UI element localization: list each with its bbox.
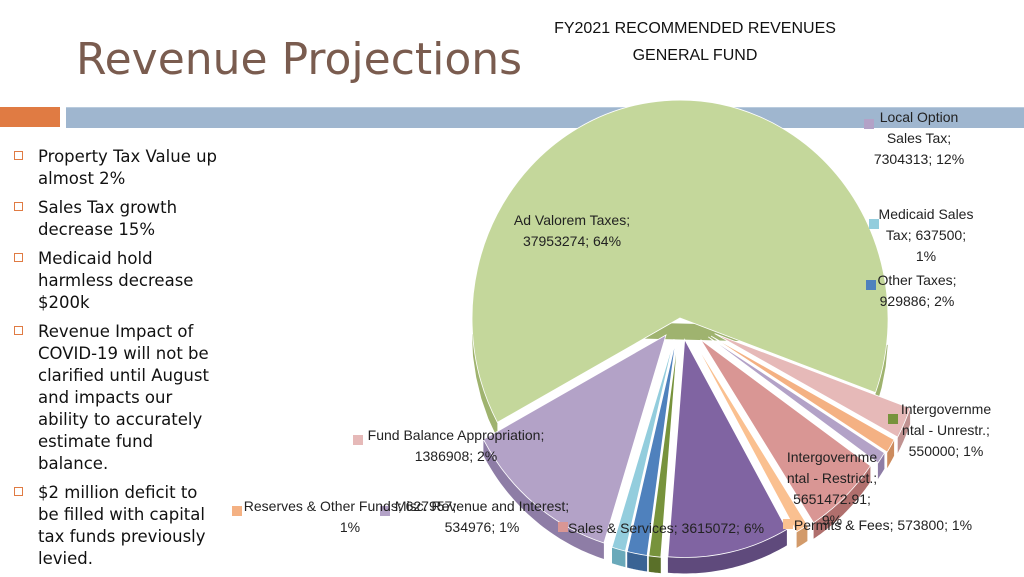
- slice-side-reserves-other-funds: [887, 439, 895, 469]
- legend-marker-reserves-other-funds: [232, 506, 242, 516]
- chart-title: FY2021 RECOMMENDED REVENUES GENERAL FUND: [554, 20, 836, 64]
- data-label-fund-balance-appropriation: Fund Balance Appropriation; 1386908; 2%: [368, 427, 545, 464]
- slice-ad-valorem-taxes: [471, 99, 889, 423]
- data-label-intergovernmental-restrict: Intergovernme ntal - Restrict.; 5651472.91…: [787, 449, 877, 528]
- bullet-item: Revenue Impact of COVID-19 will not be c…: [14, 321, 219, 475]
- legend-marker-fund-balance-appropriation: [353, 435, 363, 445]
- bullet-square-icon: [14, 487, 23, 496]
- bullet-item: Sales Tax growth decrease 15%: [14, 197, 219, 241]
- data-label-ad-valorem-taxes: Ad Valorem Taxes; 37953274; 64%: [514, 212, 630, 249]
- bullet-item: Property Tax Value up almost 2%: [14, 146, 219, 190]
- slice-tops: [471, 99, 911, 558]
- data-label-medicaid-sales-tax: Medicaid Sales Tax; 637500; 1%: [879, 206, 974, 264]
- legend-marker-other-taxes: [866, 280, 876, 290]
- data-label-sales-services: Sales & Services; 3615072; 6%: [568, 520, 764, 536]
- slice-fund-balance-appropriation: [714, 333, 911, 438]
- bullet-item: Medicaid hold harmless decrease $200k: [14, 248, 219, 314]
- legend-marker-intergovernmental-unrestr: [888, 414, 898, 424]
- legend-marker-sales-services: [558, 522, 568, 532]
- bullet-square-icon: [14, 202, 23, 211]
- slice-misc-revenue-and-interest: [708, 336, 885, 464]
- slice-intergovernmental-restrict: [667, 338, 788, 558]
- data-label-misc-revenue-and-interest: Misc. Revenue and Interest; 534976; 1%: [395, 498, 569, 535]
- slice-side-other-taxes: [627, 551, 648, 572]
- bullet-text: Medicaid hold harmless decrease $200k: [38, 249, 194, 312]
- bullet-item: $2 million deficit to be filled with cap…: [14, 482, 219, 570]
- slice-local-option-sales-tax: [482, 334, 667, 544]
- data-label-other-taxes: Other Taxes; 929886; 2%: [877, 272, 956, 309]
- bullet-list: Property Tax Value up almost 2% Sales Ta…: [14, 146, 219, 577]
- slice-sales-services: [700, 339, 871, 524]
- slice-medicaid-sales-tax: [611, 339, 675, 552]
- bullet-square-icon: [14, 253, 23, 262]
- slice-side-sales-services: [813, 465, 871, 539]
- legend-marker-misc-revenue-and-interest: [380, 506, 390, 516]
- slice-side-local-option-sales-tax: [483, 439, 604, 559]
- slice-side-intergovernmental-unrestr: [648, 555, 661, 574]
- chart-title-line-1: FY2021 RECOMMENDED REVENUES: [554, 20, 836, 37]
- data-label-permits-fees: Permits & Fees; 573800; 1%: [794, 517, 972, 533]
- slice-side-misc-revenue-and-interest: [877, 452, 885, 479]
- bullet-text: Property Tax Value up almost 2%: [38, 147, 218, 188]
- slice-intergovernmental-unrestr: [648, 339, 678, 558]
- legend-marker-medicaid-sales-tax: [869, 219, 879, 229]
- legend-marker-local-option-sales-tax: [864, 119, 874, 129]
- slice-permits-fees: [694, 341, 808, 533]
- slice-other-taxes: [626, 339, 677, 556]
- slice-labels: Ad Valorem Taxes; 37953274; 64% Local Opti…: [232, 109, 991, 536]
- accent-bar-blue: [66, 107, 1024, 128]
- data-label-reserves-other-funds: Reserves & Other Funds; 627957; 1%: [244, 498, 456, 535]
- data-label-intergovernmental-unrestr: Intergovernme ntal - Unrestr.; 550000; 1%: [901, 401, 991, 459]
- chart-title-line-2: GENERAL FUND: [633, 47, 758, 64]
- bullet-square-icon: [14, 326, 23, 335]
- slice-side-medicaid-sales-tax: [612, 547, 626, 568]
- slice-side-intergovernmental-restrict: [667, 529, 787, 574]
- accent-bar-orange: [0, 107, 60, 127]
- bullet-square-icon: [14, 151, 23, 160]
- data-label-local-option-sales-tax: Local Option Sales Tax; 7304313; 12%: [874, 109, 964, 167]
- bullet-text: $2 million deficit to be filled with cap…: [38, 483, 206, 568]
- slice-reserves-other-funds: [710, 335, 895, 453]
- slice-side-fund-balance-appropriation: [897, 408, 911, 454]
- bullet-text: Sales Tax growth decrease 15%: [38, 198, 178, 239]
- page-title: Revenue Projections: [76, 34, 523, 85]
- bullet-text: Revenue Impact of COVID-19 will not be c…: [38, 322, 209, 473]
- legend-marker-permits-fees: [783, 519, 793, 529]
- slice-side-permits-fees: [796, 525, 808, 548]
